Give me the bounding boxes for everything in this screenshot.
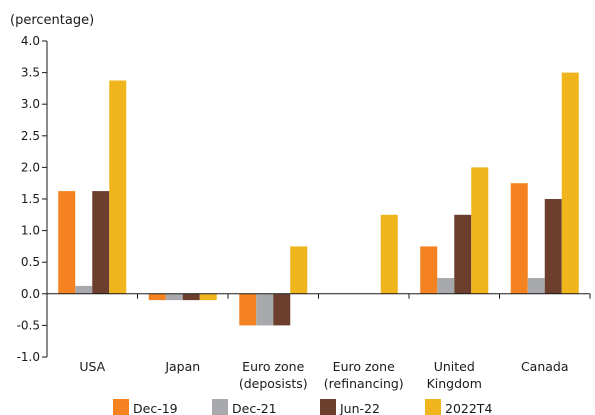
y-tick-label: 1.0	[21, 224, 40, 238]
bar	[92, 191, 110, 294]
y-tick-label: 3.0	[21, 97, 40, 111]
legend-label: Dec-19	[133, 401, 178, 415]
bar	[75, 285, 93, 294]
y-tick-label: -0.5	[17, 318, 40, 332]
x-tick-label: (refinancing)	[324, 376, 404, 391]
x-tick-label: USA	[79, 359, 105, 374]
bar	[454, 214, 472, 294]
legend-swatch	[320, 399, 336, 415]
legend-swatch	[212, 399, 228, 415]
y-axis: 4.0 3.5 3.0 2.5 2.0 1.5 1.0 0.5 0.0 -0.5 -1.0	[17, 34, 48, 364]
bar	[199, 293, 217, 301]
bar	[437, 278, 455, 294]
legend-label: Dec-21	[232, 401, 277, 415]
bar	[58, 191, 76, 294]
legend-swatch	[425, 399, 441, 415]
x-tick-label: Kingdom	[427, 376, 482, 391]
bar	[148, 293, 166, 301]
bar	[527, 278, 545, 294]
legend-swatch	[113, 399, 129, 415]
y-unit-label: (percentage)	[10, 13, 94, 28]
bar	[109, 80, 127, 294]
x-tick-label: (deposists)	[239, 376, 308, 391]
bar	[561, 72, 579, 294]
bar	[420, 246, 438, 294]
y-tick-label: 0.0	[21, 287, 40, 301]
y-tick-label: 0.5	[21, 255, 40, 269]
y-tick-label: 2.0	[21, 160, 40, 174]
x-tick-label: Euro zone	[242, 359, 304, 374]
y-tick-label: 1.5	[21, 192, 40, 206]
bar	[380, 214, 398, 294]
x-tick-label: Japan	[164, 359, 200, 374]
bar	[290, 246, 308, 294]
bar	[165, 293, 183, 301]
y-tick-label: 2.5	[21, 129, 40, 143]
bar	[239, 293, 257, 326]
legend-label: 2022T4	[445, 401, 492, 415]
y-tick-label: 3.5	[21, 66, 40, 80]
bar	[544, 199, 562, 294]
y-tick-label: -1.0	[17, 350, 40, 364]
legend-label: Jun-22	[339, 401, 380, 415]
legend: Dec-19 Dec-21 Jun-22 2022T4	[113, 399, 492, 415]
x-axis: USA Japan Euro zone (deposists) Euro zone (re…	[46, 293, 591, 391]
x-tick-label: United	[434, 359, 475, 374]
bars	[58, 72, 579, 326]
bar	[256, 293, 274, 326]
x-tick-label: Euro zone	[333, 359, 395, 374]
y-tick-label: 4.0	[21, 34, 40, 48]
bar	[182, 293, 200, 301]
bar	[471, 167, 489, 294]
bar	[510, 183, 528, 294]
bar	[273, 293, 291, 326]
x-tick-label: Canada	[521, 359, 569, 374]
